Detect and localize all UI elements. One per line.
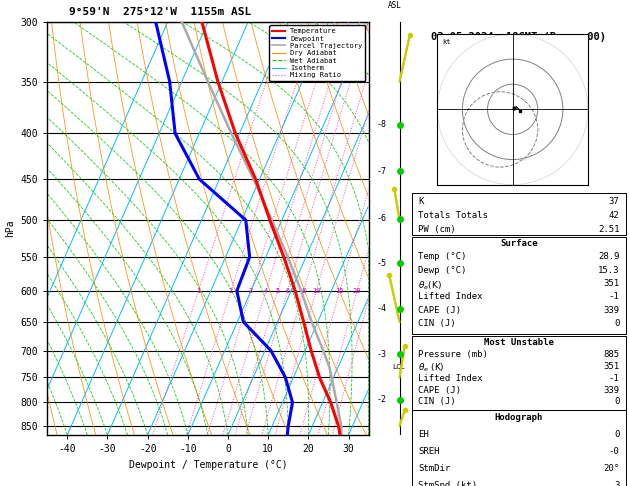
X-axis label: Dewpoint / Temperature (°C): Dewpoint / Temperature (°C) xyxy=(128,460,287,469)
Text: 9°59'N  275°12'W  1155m ASL: 9°59'N 275°12'W 1155m ASL xyxy=(69,7,252,17)
Text: K: K xyxy=(418,197,423,207)
Text: PW (cm): PW (cm) xyxy=(418,225,455,234)
Text: CAPE (J): CAPE (J) xyxy=(418,385,461,395)
Text: 03.05.2024  18GMT (Base: 00): 03.05.2024 18GMT (Base: 00) xyxy=(431,32,606,42)
Text: 351: 351 xyxy=(603,279,620,288)
Text: 3: 3 xyxy=(249,288,253,294)
Text: Lifted Index: Lifted Index xyxy=(418,374,482,382)
Text: -1: -1 xyxy=(609,374,620,382)
Text: 339: 339 xyxy=(603,306,620,314)
Text: -2: -2 xyxy=(377,396,387,404)
Text: CAPE (J): CAPE (J) xyxy=(418,306,461,314)
Text: 28.9: 28.9 xyxy=(598,252,620,261)
Text: 37: 37 xyxy=(609,197,620,207)
Text: Most Unstable: Most Unstable xyxy=(484,338,554,347)
Text: Surface: Surface xyxy=(500,239,538,248)
Text: -6: -6 xyxy=(377,214,387,223)
Text: 885: 885 xyxy=(603,350,620,359)
Text: -7: -7 xyxy=(377,167,387,176)
Text: -3: -3 xyxy=(377,350,387,359)
Text: kt: kt xyxy=(442,39,451,45)
Text: -4: -4 xyxy=(377,304,387,313)
Text: -1: -1 xyxy=(609,293,620,301)
Text: LCL: LCL xyxy=(392,364,405,370)
Text: -8: -8 xyxy=(377,120,387,129)
Bar xyxy=(411,410,626,486)
Y-axis label: hPa: hPa xyxy=(5,220,15,237)
Text: 15: 15 xyxy=(336,288,344,294)
Text: 8: 8 xyxy=(301,288,306,294)
Text: 0: 0 xyxy=(614,319,620,328)
Text: 351: 351 xyxy=(603,362,620,371)
Bar xyxy=(411,237,626,334)
Text: 2: 2 xyxy=(229,288,233,294)
Text: CIN (J): CIN (J) xyxy=(418,319,455,328)
Text: Hodograph: Hodograph xyxy=(494,413,543,422)
Text: EH: EH xyxy=(418,430,429,439)
Text: $\theta_e$ (K): $\theta_e$ (K) xyxy=(418,362,445,374)
Bar xyxy=(411,193,626,235)
Text: Temp (°C): Temp (°C) xyxy=(418,252,466,261)
Text: StmSpd (kt): StmSpd (kt) xyxy=(418,481,477,486)
Text: 3: 3 xyxy=(614,481,620,486)
Text: 2.51: 2.51 xyxy=(598,225,620,234)
Text: 42: 42 xyxy=(609,211,620,220)
Text: 0: 0 xyxy=(614,398,620,406)
Text: 4: 4 xyxy=(264,288,268,294)
Legend: Temperature, Dewpoint, Parcel Trajectory, Dry Adiabat, Wet Adiabat, Isotherm, Mi: Temperature, Dewpoint, Parcel Trajectory… xyxy=(269,25,365,81)
Text: StmDir: StmDir xyxy=(418,464,450,473)
Bar xyxy=(411,336,626,410)
Text: Pressure (mb): Pressure (mb) xyxy=(418,350,488,359)
Text: 10: 10 xyxy=(312,288,320,294)
Text: 0: 0 xyxy=(614,430,620,439)
Text: -5: -5 xyxy=(377,259,387,268)
Text: 5: 5 xyxy=(276,288,280,294)
Text: km
ASL: km ASL xyxy=(387,0,401,10)
Text: 20°: 20° xyxy=(603,464,620,473)
Text: SREH: SREH xyxy=(418,447,440,456)
Text: 20: 20 xyxy=(353,288,362,294)
Text: $\theta_e$(K): $\theta_e$(K) xyxy=(418,279,442,292)
Text: CIN (J): CIN (J) xyxy=(418,398,455,406)
Text: -0: -0 xyxy=(609,447,620,456)
Text: 1: 1 xyxy=(196,288,201,294)
Text: Totals Totals: Totals Totals xyxy=(418,211,488,220)
Text: Lifted Index: Lifted Index xyxy=(418,293,482,301)
Text: Dewp (°C): Dewp (°C) xyxy=(418,266,466,275)
Text: 339: 339 xyxy=(603,385,620,395)
Text: 15.3: 15.3 xyxy=(598,266,620,275)
Text: 6: 6 xyxy=(286,288,290,294)
